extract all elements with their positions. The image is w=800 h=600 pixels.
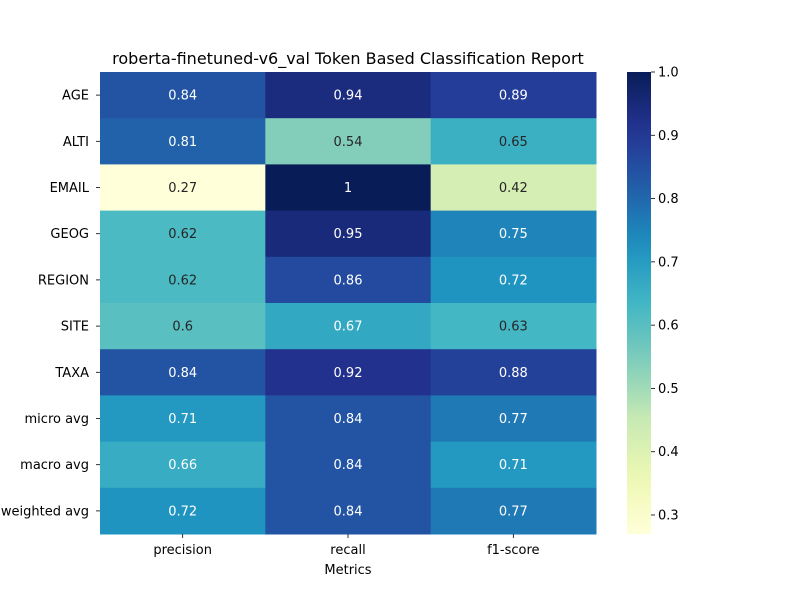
heatmap-cell: [265, 164, 432, 212]
colorbar-tick-label: 0.5: [658, 382, 679, 397]
heatmap-cell: [430, 395, 597, 443]
column-tick-labels: precision recall f1-score: [153, 534, 540, 558]
cell-value-label: 1: [344, 181, 352, 196]
heatmap-cell: [265, 349, 432, 396]
row-tick-label: weighted avg: [1, 504, 89, 519]
row-tick-label: AGE: [62, 89, 89, 104]
row-tick-labels: AGE ALTI EMAIL GEOG REGION SITE TAXA micro avg m…: [1, 89, 100, 519]
colorbar-ticks: 1.0 0.9 0.8 0.7 0.6 0.5 0.4 0.3: [651, 66, 679, 524]
row-tick-label: ALTI: [63, 135, 89, 150]
heatmap-cell: [430, 256, 597, 304]
heatmap-cell: [100, 441, 266, 489]
heatmap-cell: [100, 303, 266, 350]
heatmap-cell: [265, 256, 432, 304]
row-tick-label: GEOG: [50, 227, 89, 242]
heatmap-cell: [265, 303, 432, 350]
heatmap-cell: [100, 256, 266, 304]
cell-value-label: 0.72: [499, 273, 528, 288]
heatmap-cell: [265, 441, 432, 489]
heatmap-cell: [430, 487, 597, 535]
cell-value-label: 0.54: [334, 135, 363, 150]
heatmap-cell: [430, 349, 597, 396]
heatmap-cell: [100, 349, 266, 396]
row-tick-label: SITE: [61, 320, 89, 335]
heatmap-cell: [265, 72, 432, 119]
heatmap-cell: [265, 395, 432, 443]
cell-value-label: 0.84: [334, 504, 363, 519]
cell-value-label: 0.84: [334, 458, 363, 473]
heatmap-cell: [430, 118, 597, 165]
cell-value-label: 0.77: [499, 504, 528, 519]
row-tick-label: macro avg: [20, 458, 89, 473]
row-tick-label: TAXA: [54, 366, 89, 381]
cell-value-label: 0.84: [334, 412, 363, 427]
cell-value-label: 0.27: [168, 181, 197, 196]
heatmap-cell: [100, 487, 266, 535]
cell-value-label: 0.92: [334, 366, 363, 381]
heatmap-cell: [100, 72, 266, 119]
row-tick-label: REGION: [38, 273, 89, 288]
heatmap-cell: [100, 118, 266, 165]
heatmap-cell: [430, 441, 597, 489]
heatmap-cell: [430, 303, 597, 350]
cell-value-label: 0.65: [499, 135, 528, 150]
cell-value-label: 0.77: [499, 412, 528, 427]
colorbar-tick-label: 0.8: [658, 192, 679, 207]
heatmap-cell: [430, 164, 597, 212]
colorbar-tick-label: 1.0: [658, 66, 679, 81]
cell-value-label: 0.86: [334, 273, 363, 288]
heatmap-cell: [430, 210, 597, 258]
colorbar-tick-label: 0.9: [658, 129, 679, 144]
row-tick-label: EMAIL: [50, 181, 90, 196]
x-axis-label: Metrics: [324, 563, 371, 578]
cell-value-label: 0.75: [499, 227, 528, 242]
column-tick-label: recall: [330, 543, 365, 558]
cell-value-label: 0.66: [168, 458, 197, 473]
colorbar-tick-label: 0.7: [658, 255, 679, 270]
colorbar-tick-label: 0.4: [658, 445, 679, 460]
cell-value-label: 0.84: [168, 89, 197, 104]
cell-value-label: 0.71: [168, 412, 197, 427]
cell-value-label: 0.63: [499, 320, 528, 335]
colorbar-tick-label: 0.3: [658, 509, 679, 524]
cell-value-label: 0.42: [499, 181, 528, 196]
colorbar-tick-label: 0.6: [658, 319, 679, 334]
heatmap-cell: [265, 118, 432, 165]
cell-value-label: 0.71: [499, 458, 528, 473]
cell-value-label: 0.6: [172, 320, 193, 335]
colorbar: [627, 72, 651, 534]
cell-value-label: 0.62: [168, 227, 197, 242]
heatmap-cell: [430, 72, 597, 119]
heatmap-cells: 0.84 0.94 0.89 0.81 0.54 0.65 0.27 1 0.42 0.62 0.9…: [100, 72, 597, 535]
column-tick-label: f1-score: [487, 543, 539, 558]
heatmap-cell: [100, 210, 266, 258]
cell-value-label: 0.95: [334, 227, 363, 242]
heatmap-cell: [265, 210, 432, 258]
cell-value-label: 0.94: [334, 89, 363, 104]
cell-value-label: 0.72: [168, 504, 197, 519]
cell-value-label: 0.88: [499, 366, 528, 381]
cell-value-label: 0.62: [168, 273, 197, 288]
cell-value-label: 0.81: [168, 135, 197, 150]
row-tick-label: micro avg: [25, 412, 89, 427]
column-tick-label: precision: [153, 543, 212, 558]
chart-title: roberta-finetuned-v6_val Token Based Cla…: [112, 49, 584, 69]
cell-value-label: 0.84: [168, 366, 197, 381]
cell-value-label: 0.67: [334, 320, 363, 335]
heatmap-cell: [265, 487, 432, 535]
cell-value-label: 0.89: [499, 89, 528, 104]
heatmap-cell: [100, 164, 266, 212]
heatmap-cell: [100, 395, 266, 443]
